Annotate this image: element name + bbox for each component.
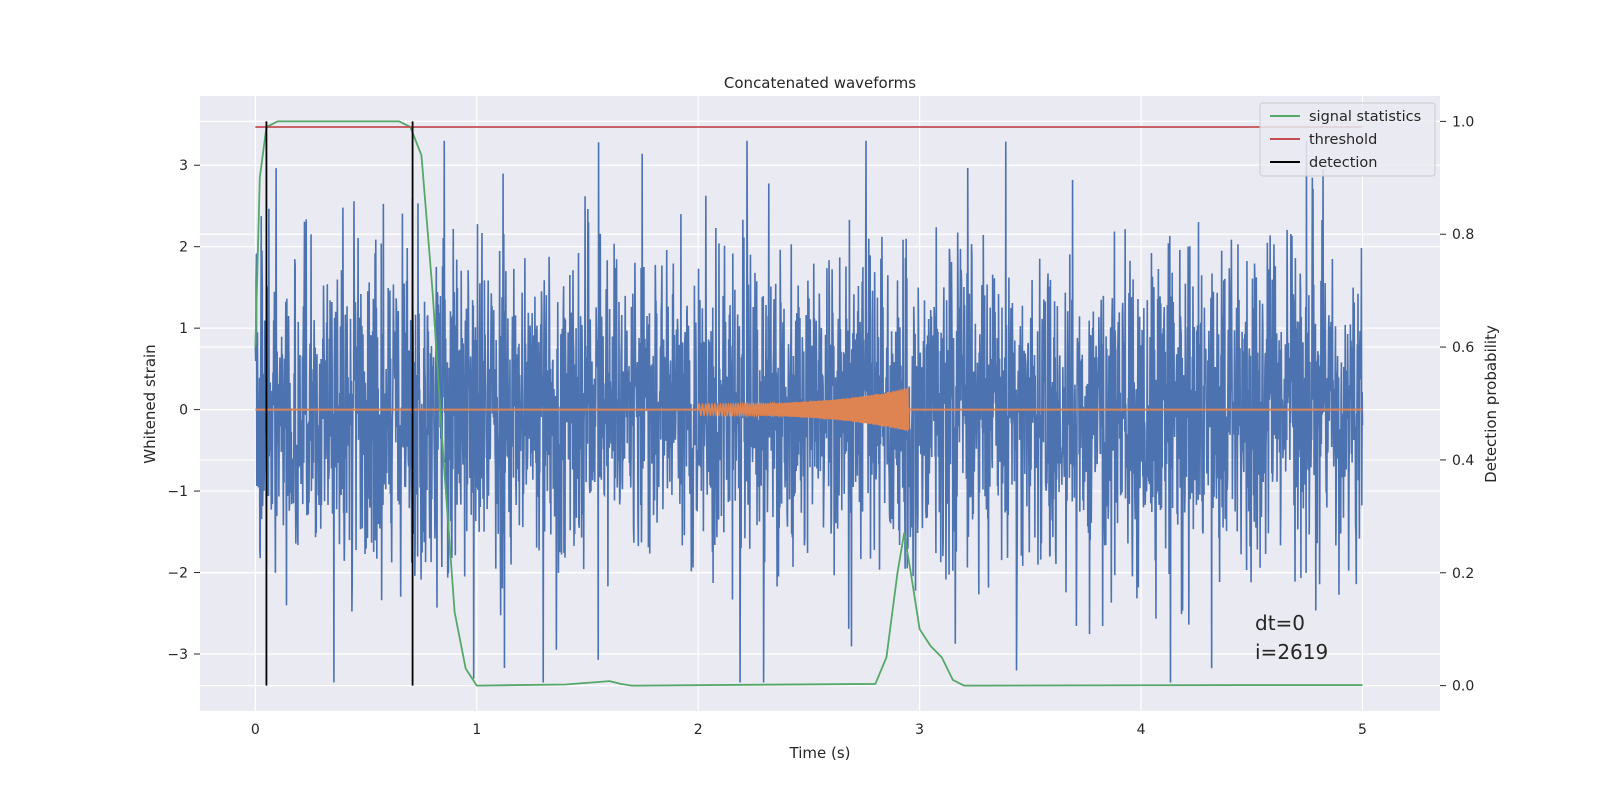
x-tick-label: 4	[1137, 722, 1146, 738]
y-left-tick-label: −3	[167, 647, 188, 663]
x-axis-label: Time (s)	[789, 744, 851, 762]
y-axis-left-label: Whitened strain	[141, 344, 159, 463]
y-left-tick-label: 1	[179, 321, 188, 337]
y-left-tick-label: −1	[167, 484, 188, 500]
strain-series	[254, 140, 1364, 683]
x-tick-label: 0	[251, 722, 260, 738]
legend-box	[1259, 102, 1436, 177]
legend-label-detection: detection	[1309, 155, 1377, 171]
y-right-tick-label: 1.0	[1452, 114, 1474, 130]
probability-series	[254, 120, 1363, 687]
y-right-tick-label: 0.2	[1452, 566, 1474, 582]
x-tick-label: 5	[1358, 722, 1367, 738]
y-left-tick-label: 0	[179, 403, 188, 419]
y-right-tick-label: 0.8	[1452, 227, 1474, 243]
y-right-tick-label: 0.4	[1452, 453, 1474, 469]
tick-labels: 0 1 2 3 4 5 −3 −2 −1 0 1 2 3 0.0 0.2 0.4 0.6 0.8 1.0	[167, 114, 1474, 738]
annotation-iteration: i=2619	[1255, 640, 1328, 664]
legend-label-threshold: threshold	[1309, 132, 1377, 148]
legend-label-signal-statistics: signal statistics	[1309, 109, 1421, 125]
injected-waveform-chirp	[697, 388, 910, 432]
x-tick-label: 2	[694, 722, 703, 738]
annotation-dt: dt=0	[1255, 611, 1305, 635]
y-left-tick-label: 3	[179, 158, 188, 174]
x-tick-label: 3	[915, 722, 924, 738]
legend: signal statistics threshold detection	[1259, 102, 1436, 177]
strain-line	[254, 140, 1364, 683]
y-left-tick-label: −2	[167, 566, 188, 582]
signal-statistics-line	[254, 120, 1363, 687]
y-right-tick-label: 0.6	[1452, 340, 1474, 356]
chart-title: Concatenated waveforms	[724, 74, 916, 92]
x-tick-label: 1	[472, 722, 481, 738]
y-axis-right-label: Detection probability	[1482, 325, 1500, 483]
y-left-tick-label: 2	[179, 240, 188, 256]
y-right-tick-label: 0.0	[1452, 679, 1474, 695]
